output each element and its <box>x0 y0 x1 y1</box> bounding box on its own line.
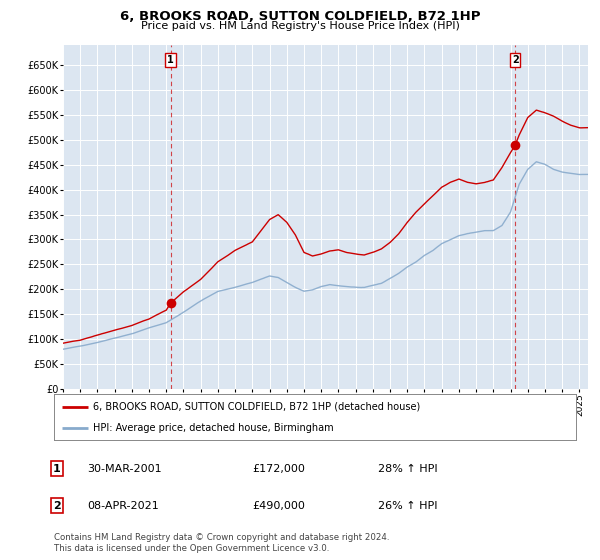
Text: HPI: Average price, detached house, Birmingham: HPI: Average price, detached house, Birm… <box>93 423 334 433</box>
Text: 26% ↑ HPI: 26% ↑ HPI <box>378 501 437 511</box>
Text: 1: 1 <box>53 464 61 474</box>
Text: 6, BROOKS ROAD, SUTTON COLDFIELD, B72 1HP: 6, BROOKS ROAD, SUTTON COLDFIELD, B72 1H… <box>120 10 480 23</box>
Text: 30-MAR-2001: 30-MAR-2001 <box>87 464 161 474</box>
Text: 6, BROOKS ROAD, SUTTON COLDFIELD, B72 1HP (detached house): 6, BROOKS ROAD, SUTTON COLDFIELD, B72 1H… <box>93 402 421 412</box>
Text: 1: 1 <box>167 55 174 65</box>
Text: Contains HM Land Registry data © Crown copyright and database right 2024.
This d: Contains HM Land Registry data © Crown c… <box>54 533 389 553</box>
Text: 28% ↑ HPI: 28% ↑ HPI <box>378 464 437 474</box>
Text: 2: 2 <box>53 501 61 511</box>
Text: Price paid vs. HM Land Registry's House Price Index (HPI): Price paid vs. HM Land Registry's House … <box>140 21 460 31</box>
Text: 08-APR-2021: 08-APR-2021 <box>87 501 159 511</box>
Text: 2: 2 <box>512 55 518 65</box>
Text: £172,000: £172,000 <box>252 464 305 474</box>
Text: £490,000: £490,000 <box>252 501 305 511</box>
